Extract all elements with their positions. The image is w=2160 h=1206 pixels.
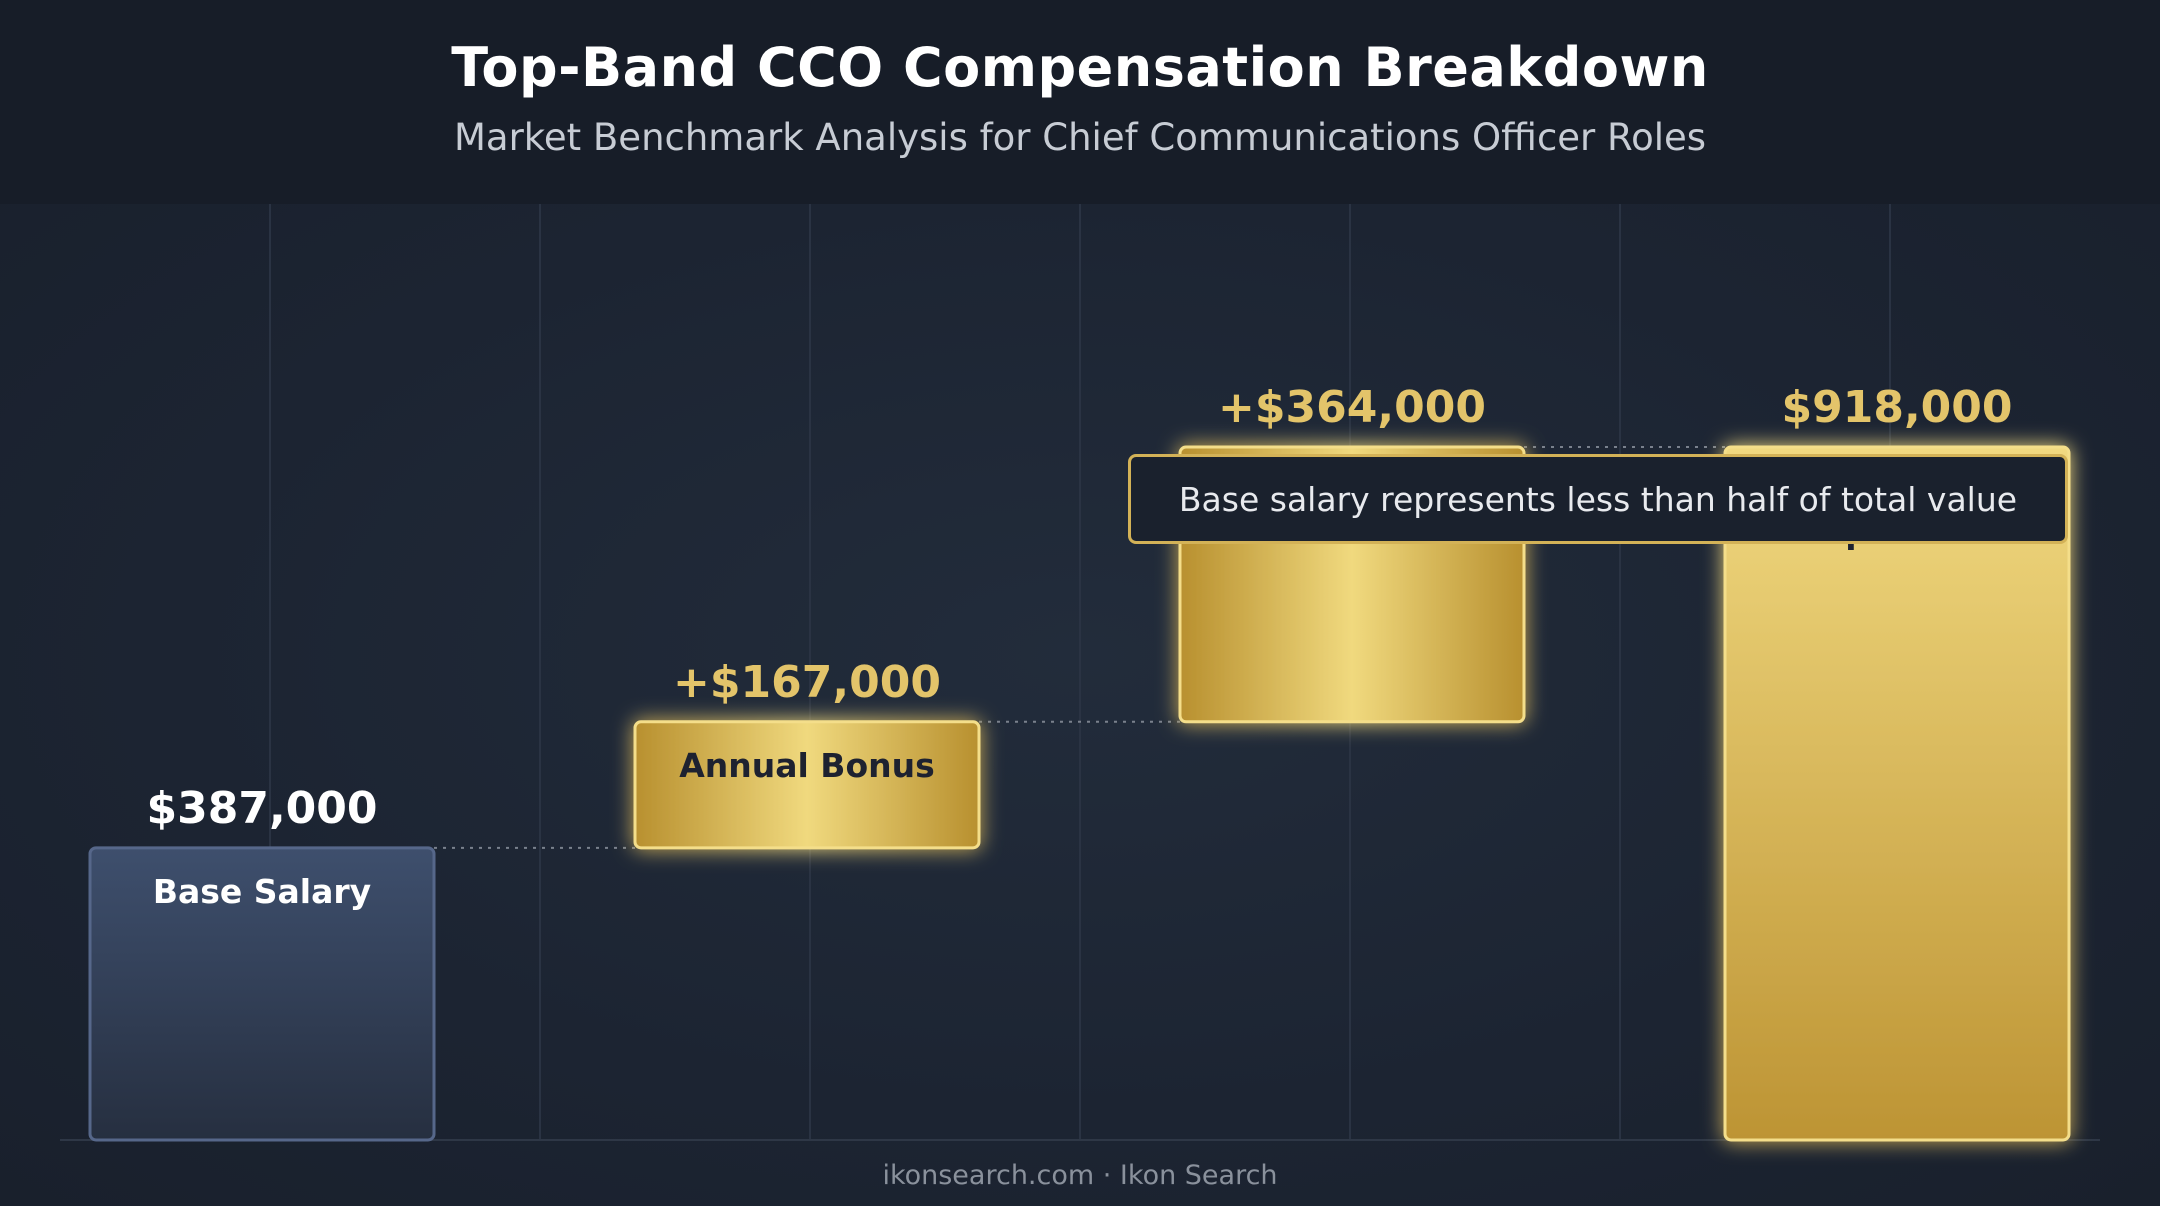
bar-label: Annual Bonus	[679, 746, 935, 785]
plot-area: Base Salary $387,000 Annual Bonus +$167,000…	[0, 204, 2160, 1206]
bar-label: Base Salary	[153, 872, 371, 911]
value-label: +$167,000	[673, 657, 941, 708]
connectors	[434, 446, 1725, 849]
labels: Base Salary $387,000 Annual Bonus +$167,000…	[146, 382, 2029, 911]
bar-base-salary	[88, 846, 436, 1142]
value-label: $918,000	[1781, 382, 2012, 433]
bar-annual-bonus	[633, 720, 981, 850]
value-label: $387,000	[146, 783, 377, 834]
bar-label-line: Base Salary	[153, 872, 371, 911]
bar-label-line: Annual Bonus	[679, 746, 935, 785]
callout-box: Base salary represents less than half of…	[1128, 454, 2068, 544]
bars	[88, 445, 2071, 1142]
header: Top-Band CCO Compensation Breakdown Mark…	[0, 0, 2160, 204]
chart-subtitle: Market Benchmark Analysis for Chief Comm…	[453, 116, 1707, 159]
chart-title: Top-Band CCO Compensation Breakdown	[451, 36, 1709, 99]
bar-total-compensation	[1723, 445, 2071, 1142]
waterfall-chart: Base Salary $387,000 Annual Bonus +$167,000…	[60, 204, 2100, 1142]
footer-source: ikonsearch.com · Ikon Search	[882, 1160, 1278, 1191]
value-label: +$364,000	[1218, 382, 1486, 433]
